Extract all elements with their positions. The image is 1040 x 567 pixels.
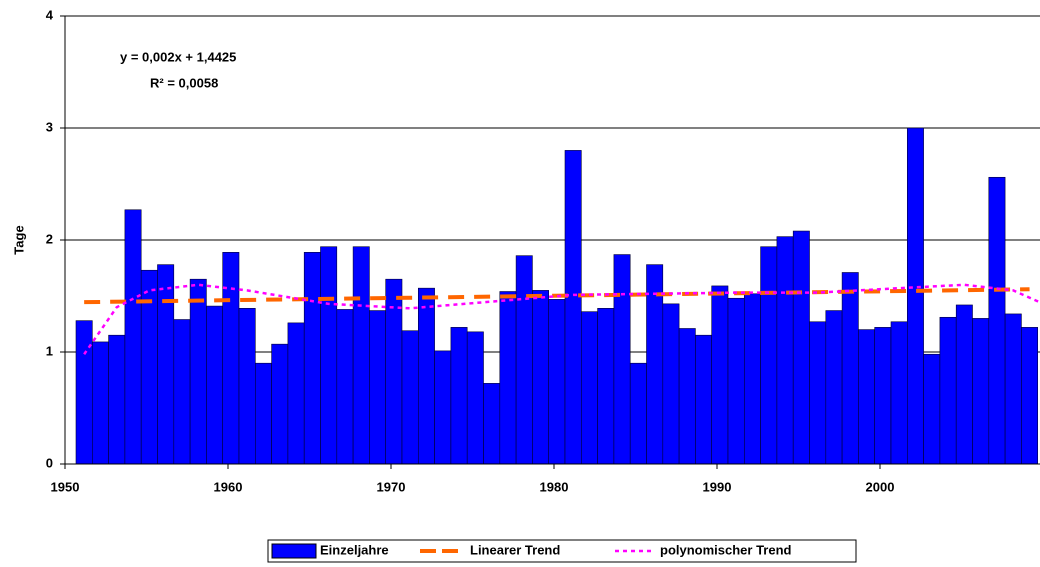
y-tick-label: 4 [46,7,54,22]
bar [662,303,680,465]
x-tick-label: 1950 [51,479,80,494]
bar [597,308,615,465]
bar [629,362,647,465]
bar [532,290,550,465]
bar [955,304,973,465]
bar [303,252,321,465]
trend-line [84,287,1030,305]
x-tick-label: 1970 [377,479,406,494]
bar [287,322,305,465]
bar [352,246,370,465]
bar [1004,313,1022,465]
legend-label: Linearer Trend [470,542,560,557]
y-tick-label: 3 [46,119,53,134]
bar [580,311,598,465]
y-tick-label: 2 [46,231,53,246]
bar [939,316,957,465]
bar [825,310,843,465]
bar [434,350,452,465]
bar [450,327,468,465]
bar [613,254,631,465]
y-axis-label: Tage [11,225,26,254]
bar [206,305,223,465]
bar [695,334,713,465]
bar [890,321,908,465]
legend-label: Einzeljahre [320,542,389,557]
annotation: R² = 0,0058 [150,75,218,90]
bar [515,255,533,465]
bar [564,150,582,465]
bar [466,331,484,465]
bar [1021,327,1039,465]
bar [906,127,924,465]
bar [369,310,386,465]
bar [792,230,810,465]
bar [499,291,517,465]
bar [711,285,729,465]
bar [92,341,109,465]
bar [483,383,501,465]
bar [124,209,142,465]
bar [776,236,794,465]
bar [238,308,256,465]
x-tick-label: 1990 [703,479,732,494]
bar [743,293,761,465]
annotation: y = 0,002x + 1,4425 [120,49,236,64]
bar [75,320,93,465]
bar [972,318,990,465]
bar [157,264,175,465]
bar [858,329,876,465]
bar [678,328,696,465]
bar [108,334,126,465]
legend-label: polynomischer Trend [660,542,792,557]
bar [189,278,207,465]
x-tick-label: 1960 [214,479,243,494]
bar [923,353,941,465]
bar [727,297,745,465]
legend-swatch [271,543,317,559]
bar [841,272,859,465]
bar [336,309,354,465]
x-tick-label: 1980 [540,479,569,494]
bar [874,327,892,465]
bar [271,343,289,465]
bar [417,287,435,465]
bar [173,319,191,465]
bar [255,362,272,465]
y-tick-label: 1 [46,343,53,358]
bar [222,252,240,465]
legend [267,539,857,563]
y-tick-label: 0 [46,455,53,470]
x-tick-label: 2000 [866,479,895,494]
bar [401,330,419,465]
bar [320,246,338,465]
bar [760,246,778,465]
bar [988,176,1006,465]
bar [809,321,827,465]
bar [548,299,566,465]
